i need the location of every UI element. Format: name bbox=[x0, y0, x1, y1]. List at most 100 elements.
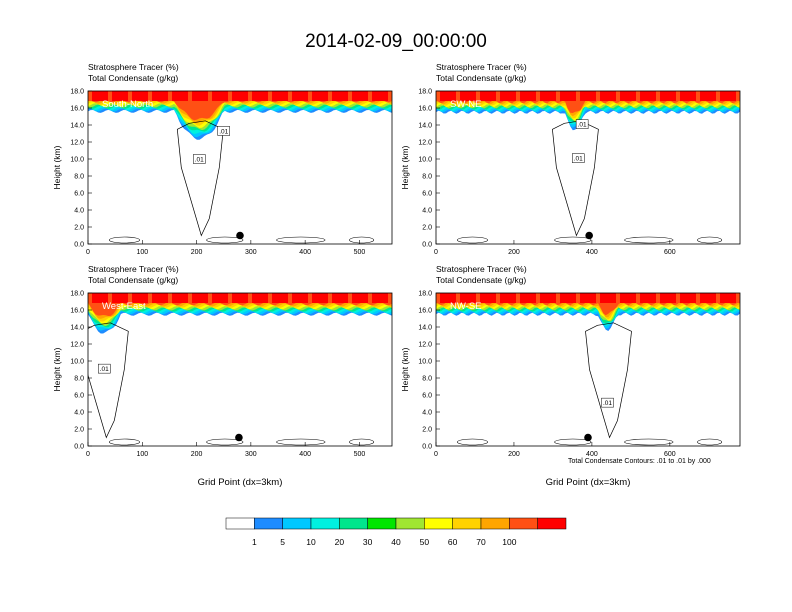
colorbar-label: 50 bbox=[420, 537, 430, 547]
y-tick-label: 8.0 bbox=[74, 376, 84, 383]
tracer-streak bbox=[324, 91, 329, 101]
tracer-streak bbox=[168, 91, 173, 101]
colorbar-box bbox=[424, 517, 453, 530]
plot-frame bbox=[435, 292, 741, 447]
tracer-field: .01 .01 bbox=[88, 91, 392, 244]
tracer-streak bbox=[172, 91, 177, 101]
tracer-streak bbox=[336, 293, 341, 303]
tracer-streak bbox=[528, 293, 533, 303]
tracer-streak bbox=[152, 293, 157, 303]
y-tick-label: 16.0 bbox=[70, 106, 84, 113]
tracer-streak bbox=[196, 91, 201, 101]
tracer-streak bbox=[248, 91, 253, 101]
contour-label: .01 bbox=[603, 400, 612, 407]
colorbar-box bbox=[282, 517, 312, 530]
tracer-streak bbox=[108, 91, 113, 101]
tracer-streak bbox=[208, 91, 213, 101]
panel-title-line1: Stratosphere Tracer (%) bbox=[436, 62, 527, 72]
y-tick-label: 0.0 bbox=[422, 242, 432, 249]
y-tick-label: 12.0 bbox=[70, 342, 84, 349]
x-tick-label: 0 bbox=[86, 451, 90, 458]
contour-label: .01 bbox=[574, 156, 583, 163]
tracer-streak bbox=[652, 293, 657, 303]
tracer-streak bbox=[236, 293, 241, 303]
condensate-contour bbox=[349, 236, 375, 244]
tracer-streak bbox=[388, 293, 392, 303]
tracer-streak bbox=[272, 293, 277, 303]
tracer-streak bbox=[600, 91, 605, 101]
tracer-streak bbox=[96, 293, 101, 303]
tracer-streak bbox=[460, 91, 465, 101]
tracer-streak bbox=[504, 91, 509, 101]
y-tick-label: 16.0 bbox=[70, 308, 84, 315]
condensate-contour bbox=[554, 236, 592, 244]
tracer-streak bbox=[252, 91, 257, 101]
tracer-streak bbox=[164, 293, 169, 303]
y-tick-label: 12.0 bbox=[70, 140, 84, 147]
condensate-contour bbox=[552, 120, 599, 237]
tracer-streak bbox=[708, 91, 713, 101]
tracer-streak bbox=[692, 91, 697, 101]
tracer-streak bbox=[300, 91, 305, 101]
tracer-streak bbox=[724, 293, 729, 303]
colorbar-label: 40 bbox=[391, 537, 401, 547]
tracer-streak bbox=[112, 91, 117, 101]
tracer-streak bbox=[148, 91, 153, 101]
tracer-streak bbox=[704, 91, 709, 101]
tracer-streak bbox=[320, 91, 325, 101]
y-tick-label: 10.0 bbox=[418, 157, 432, 164]
panel-sw-ne: .01 .01 SW-NE Stratosphere Tracer (%)Total … bbox=[400, 62, 741, 256]
tracer-streak bbox=[252, 293, 257, 303]
tracer-streak bbox=[264, 91, 269, 101]
tracer-streak bbox=[332, 293, 337, 303]
tracer-streak bbox=[612, 293, 617, 303]
y-tick-label: 0.0 bbox=[422, 444, 432, 451]
tracer-streak bbox=[608, 293, 613, 303]
colorbar-box bbox=[509, 517, 538, 530]
x-tick-label: 600 bbox=[664, 451, 676, 458]
tracer-streak bbox=[472, 293, 477, 303]
tracer-streak bbox=[540, 293, 545, 303]
tracer-streak bbox=[104, 91, 109, 101]
panel-title-line1: Stratosphere Tracer (%) bbox=[88, 62, 179, 72]
condensate-contour bbox=[697, 236, 723, 244]
location-marker bbox=[236, 231, 244, 240]
colorbar-box bbox=[339, 517, 368, 530]
tracer-streak bbox=[724, 91, 729, 101]
tracer-streak bbox=[584, 91, 589, 101]
tracer-streak bbox=[684, 293, 689, 303]
tracer-streak bbox=[480, 293, 485, 303]
tracer-streak bbox=[164, 91, 169, 101]
contour-label-box bbox=[98, 363, 111, 374]
tracer-streak bbox=[308, 293, 313, 303]
contour-label: .01 bbox=[195, 157, 204, 164]
condensate-contour bbox=[456, 236, 488, 244]
tracer-streak bbox=[284, 293, 289, 303]
condensate-contour bbox=[697, 438, 723, 446]
tracer-streak bbox=[464, 293, 469, 303]
tracer-streak bbox=[288, 293, 293, 303]
y-tick-label: 18.0 bbox=[70, 89, 84, 96]
x-tick-label: 200 bbox=[191, 451, 203, 458]
tracer-streak bbox=[300, 293, 305, 303]
tracer-streak bbox=[536, 293, 541, 303]
tracer-streak bbox=[524, 293, 529, 303]
colorbar-label: 30 bbox=[363, 537, 373, 547]
tracer-streak bbox=[176, 293, 181, 303]
tracer-streak bbox=[708, 293, 713, 303]
tracer-streak bbox=[316, 91, 321, 101]
tracer-streak bbox=[136, 91, 141, 101]
tracer-streak bbox=[596, 293, 601, 303]
tracer-streak bbox=[568, 293, 573, 303]
panel-label: SW-NE bbox=[450, 99, 482, 110]
tracer-streak bbox=[448, 91, 453, 101]
y-tick-label: 2.0 bbox=[74, 427, 84, 434]
tracer-streak bbox=[196, 293, 201, 303]
tracer-streak bbox=[448, 293, 453, 303]
tracer-streak bbox=[440, 293, 445, 303]
tracer-streak bbox=[648, 91, 653, 101]
tracer-streak bbox=[720, 91, 725, 101]
tracer-streak bbox=[172, 293, 177, 303]
tracer-streak bbox=[296, 293, 301, 303]
tracer-streak bbox=[368, 91, 373, 101]
